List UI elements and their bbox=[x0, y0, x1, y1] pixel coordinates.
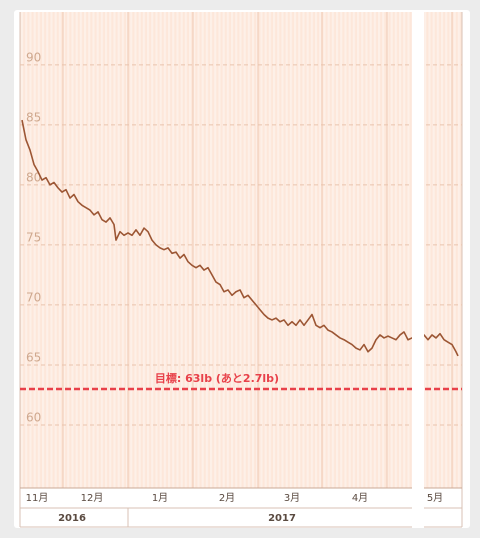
y-tick-label: 60 bbox=[26, 410, 41, 424]
x-tick-label: 5月 bbox=[427, 492, 443, 504]
x-tick-label: 11月 bbox=[26, 492, 49, 504]
goal-label: 目標: 63lb (あと2.7lb) bbox=[155, 371, 279, 385]
x-tick-label: 2月 bbox=[219, 492, 235, 504]
year-label: 2016 bbox=[58, 513, 86, 524]
x-tick-label: 1月 bbox=[152, 492, 168, 504]
x-tick-label: 4月 bbox=[352, 492, 368, 504]
y-tick-label: 65 bbox=[26, 350, 41, 364]
y-tick-label: 70 bbox=[26, 290, 41, 304]
data-line bbox=[21, 119, 459, 357]
y-tick-label: 90 bbox=[26, 50, 41, 64]
week-lines bbox=[62, 12, 453, 488]
x-tick-label: 3月 bbox=[284, 492, 300, 504]
y-tick-label: 85 bbox=[26, 110, 41, 124]
render-gap bbox=[412, 10, 424, 528]
x-tick-label: 12月 bbox=[81, 492, 104, 504]
y-tick-label: 80 bbox=[26, 170, 41, 184]
year-label: 2017 bbox=[268, 513, 296, 524]
plot-background bbox=[20, 12, 462, 488]
y-tick-label: 75 bbox=[26, 230, 41, 244]
